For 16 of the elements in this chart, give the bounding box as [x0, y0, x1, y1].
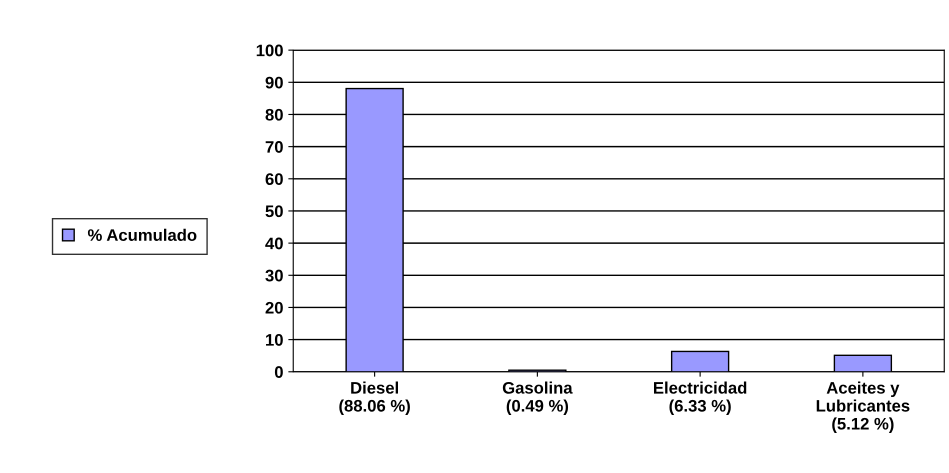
y-tick-label: 100	[256, 44, 283, 56]
y-tick-label: 70	[266, 141, 283, 153]
x-tick-label: Aceites y Lubricantes (5.12 %)	[816, 382, 910, 433]
y-tick-label: 40	[265, 238, 283, 250]
y-tick-label: 10	[266, 334, 283, 346]
y-tick-label: 90	[266, 76, 283, 89]
y-tick-label: 0	[274, 366, 283, 378]
y-tick-label: 80	[266, 108, 283, 121]
y-tick-label: 60	[266, 173, 283, 185]
legend-label: % Acumulado	[88, 228, 196, 241]
y-tick-label: 20	[266, 302, 283, 314]
x-tick-label: Diesel (88.06 %)	[339, 382, 410, 415]
x-tick-label: Electricidad (6.33 %)	[654, 382, 746, 415]
y-tick-label: 30	[265, 270, 283, 282]
y-tick-label: 50	[265, 205, 283, 218]
x-tick-label: Gasolina (0.49 %)	[502, 382, 573, 415]
